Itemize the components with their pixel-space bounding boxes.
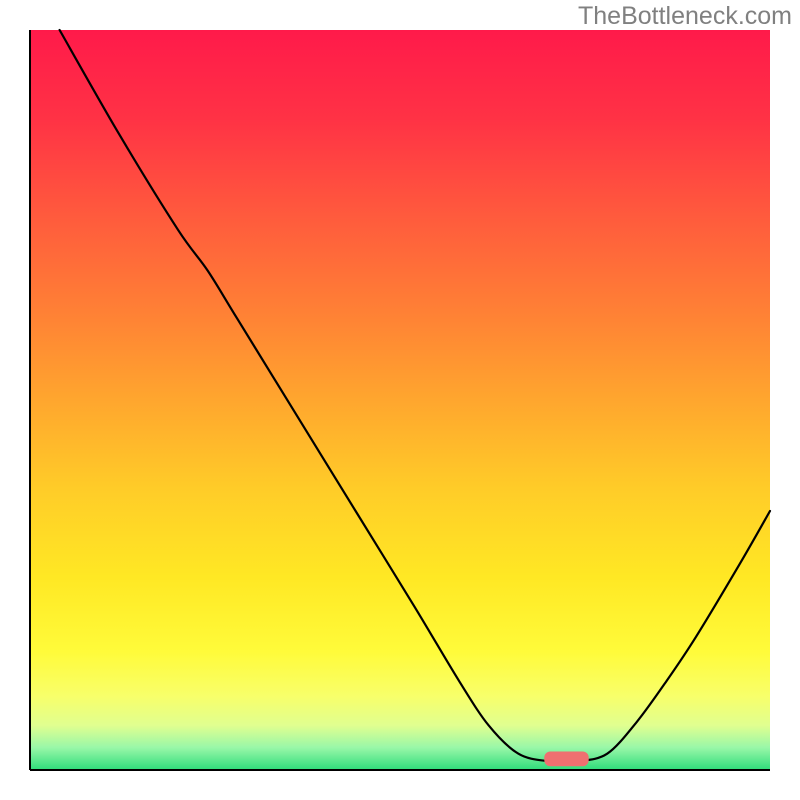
bottleneck-chart [0, 0, 800, 800]
watermark-text: TheBottleneck.com [578, 2, 792, 31]
plot-background [30, 30, 770, 770]
optimal-marker [544, 752, 588, 767]
chart-container: TheBottleneck.com [0, 0, 800, 800]
